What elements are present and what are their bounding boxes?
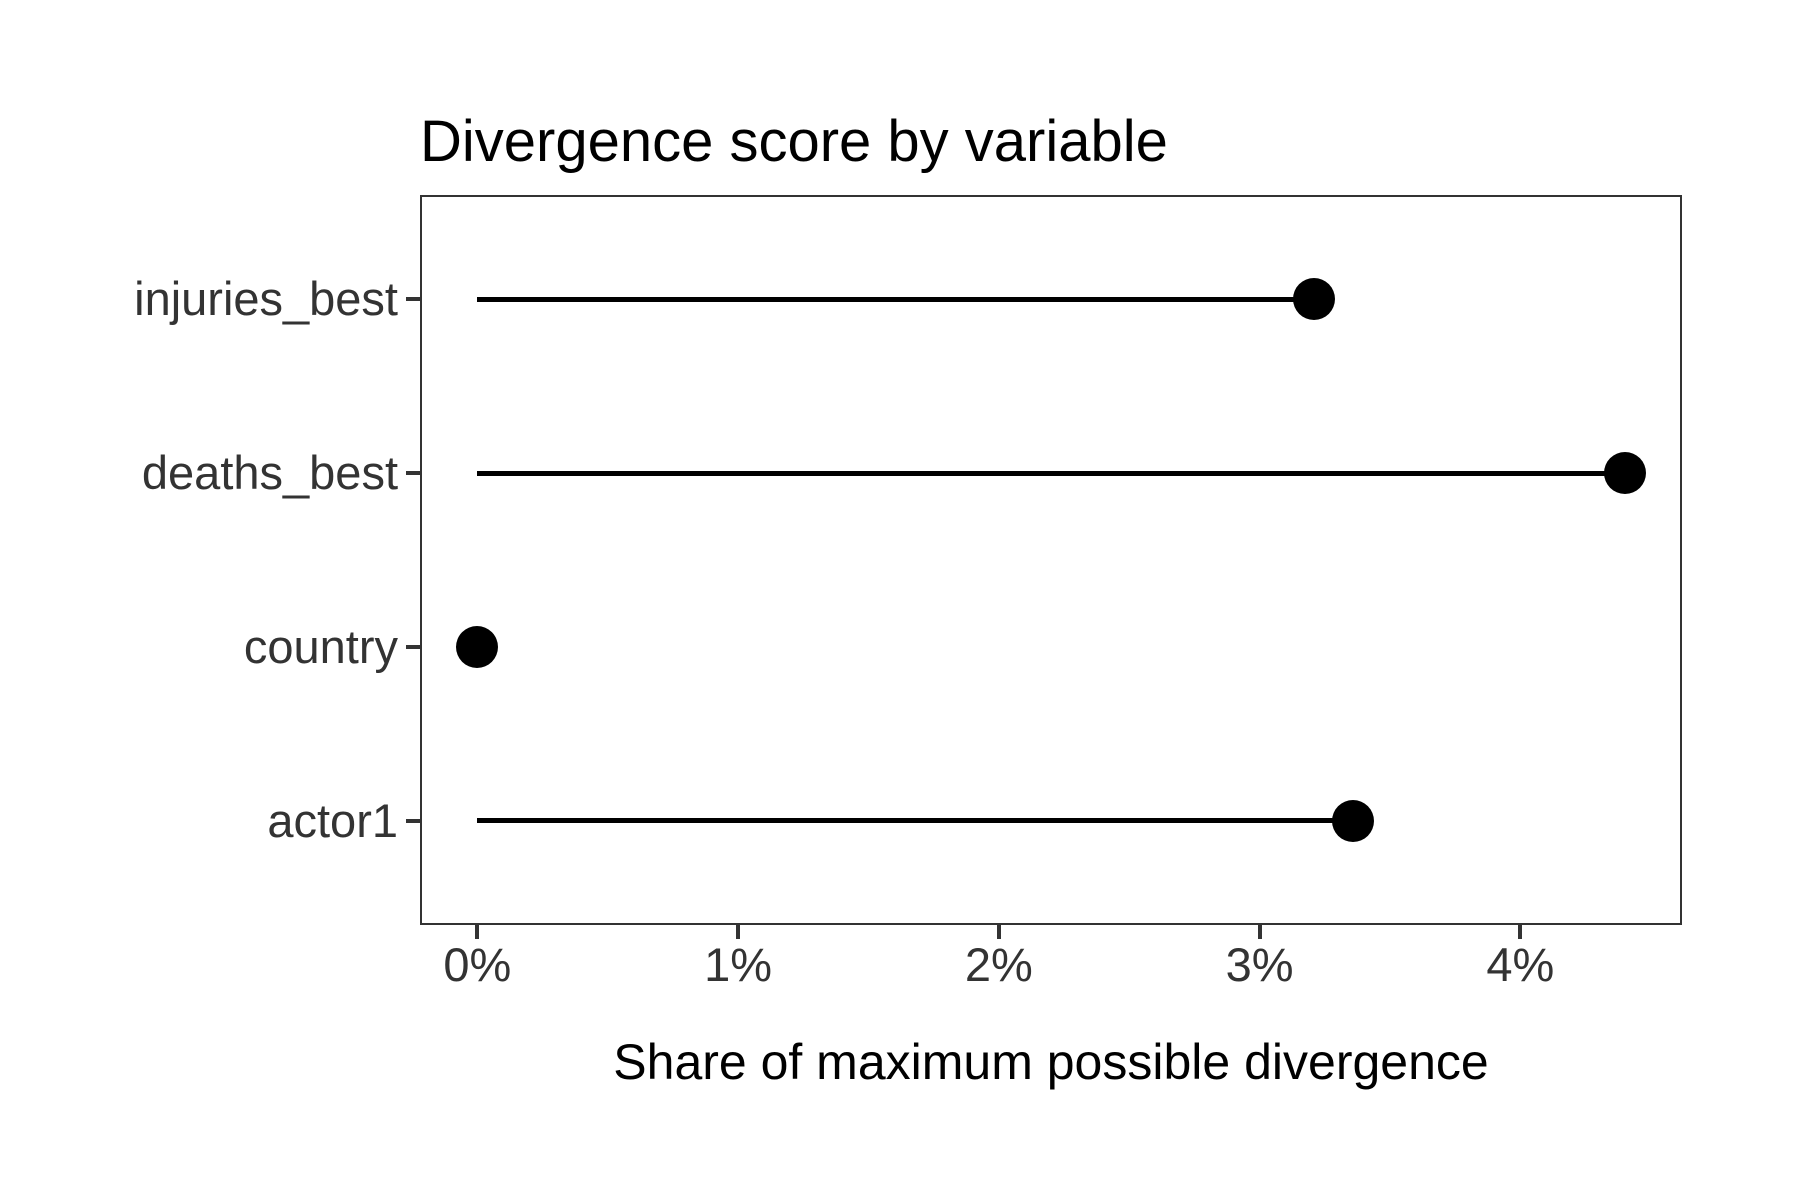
x-tick-mark [475,925,480,939]
x-tick-label: 1% [704,938,773,991]
plot-panel [420,195,1682,925]
x-tick-mark [1257,925,1262,939]
lollipop-stem [477,296,1315,302]
x-tick-label: 0% [443,938,512,991]
lollipop-point [1293,278,1336,321]
y-axis-label: deaths_best [141,446,398,500]
chart-title: Divergence score by variable [420,109,1168,174]
lollipop-stem [477,470,1625,476]
y-axis-label: country [243,619,398,673]
y-tick-mark [406,818,420,823]
x-axis-title: Share of maximum possible divergence [613,1034,1489,1090]
y-tick-mark [406,297,420,302]
lollipop-stem [477,818,1354,824]
y-tick-mark [406,471,420,476]
lollipop-point [456,625,499,668]
x-tick-mark [996,925,1001,939]
y-axis-label: injuries_best [134,272,398,326]
y-tick-mark [406,644,420,649]
x-tick-label: 3% [1225,938,1294,991]
x-tick-label: 4% [1486,938,1555,991]
x-tick-mark [736,925,741,939]
x-tick-mark [1518,925,1523,939]
y-axis-label: actor1 [267,793,398,847]
lollipop-point [1332,799,1375,842]
lollipop-point [1603,452,1646,495]
x-tick-label: 2% [964,938,1033,991]
